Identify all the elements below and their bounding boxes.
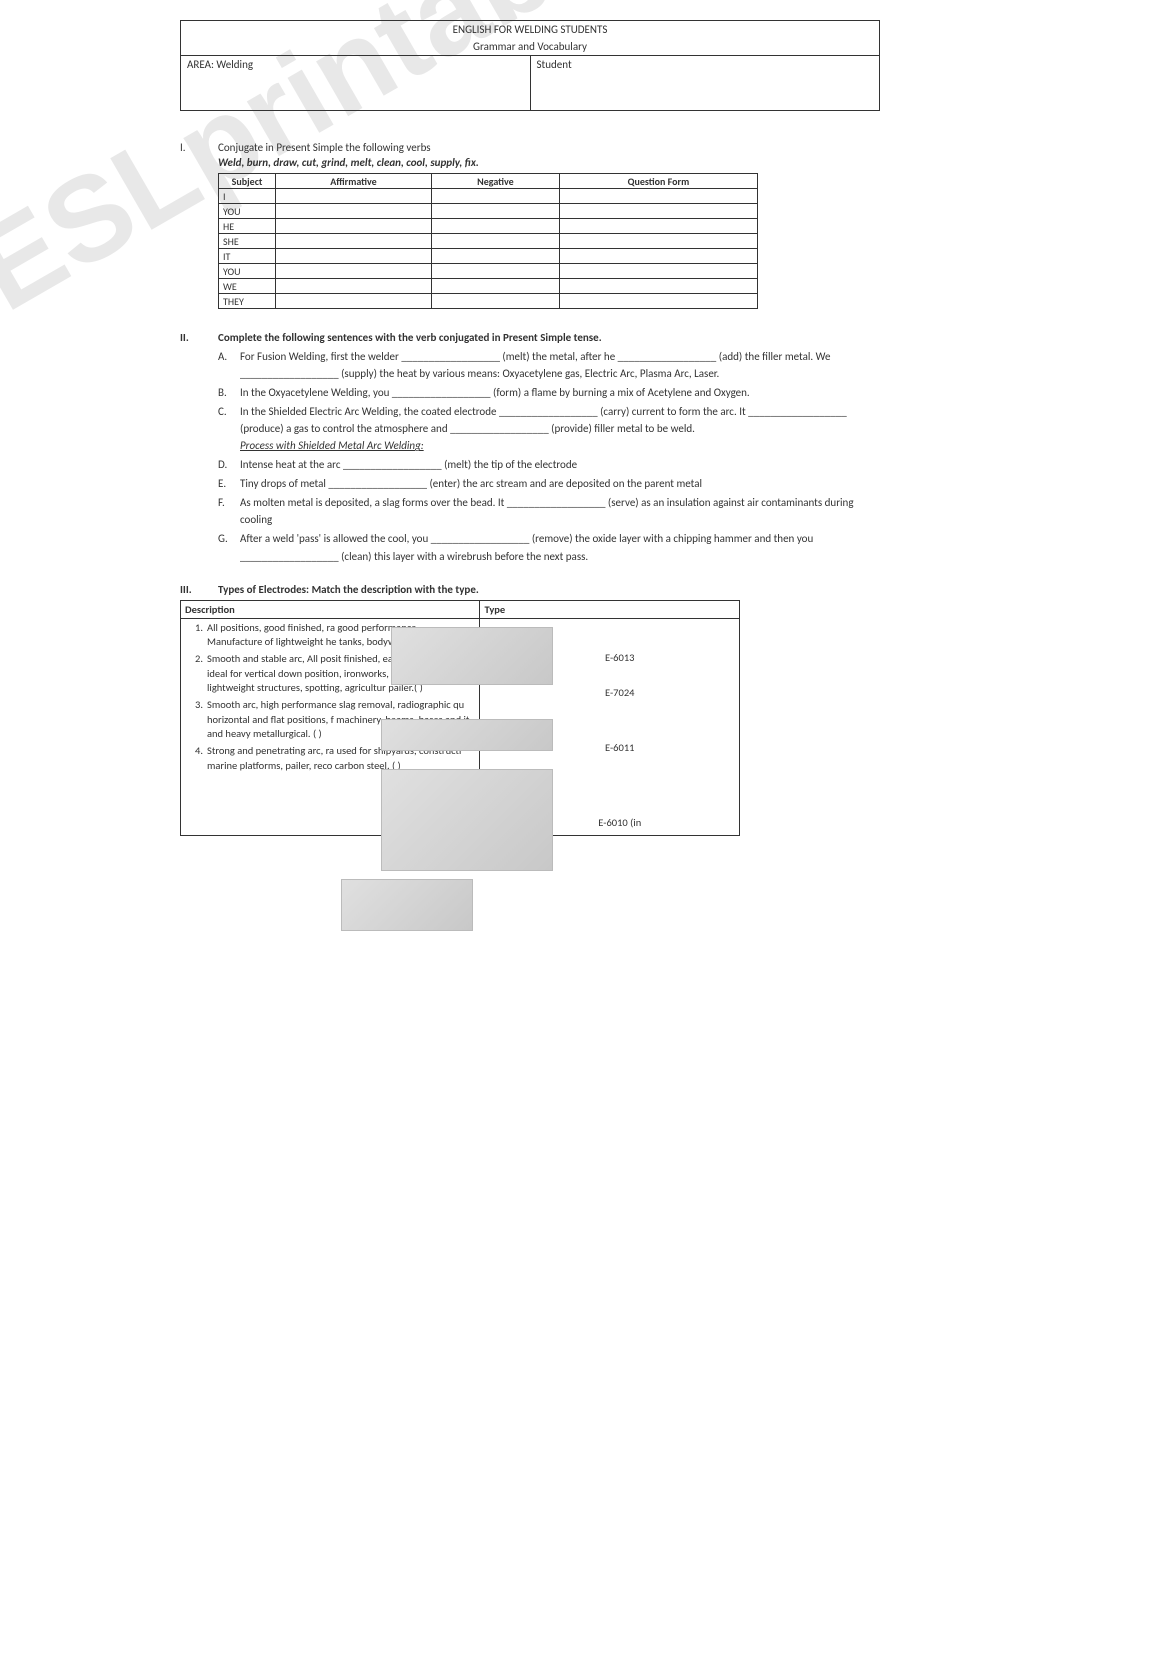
type-b: E-7024 xyxy=(504,686,735,699)
section-3-roman: III. xyxy=(180,583,218,596)
sentence-c: In the Shielded Electric Arc Welding, th… xyxy=(240,403,880,454)
sentence-g: After a weld 'pass' is allowed the cool,… xyxy=(240,530,880,564)
conjugation-table: Subject Affirmative Negative Question Fo… xyxy=(218,173,758,309)
process-subtitle: Process with Shielded Metal Arc Welding: xyxy=(240,439,424,452)
desc-num: 4. xyxy=(185,744,207,773)
item-letter: D. xyxy=(218,456,240,473)
item-letter: C. xyxy=(218,403,240,454)
desc-num: 1. xyxy=(185,621,207,650)
col-negative: Negative xyxy=(431,174,559,189)
item-letter: F. xyxy=(218,494,240,528)
table-row: I xyxy=(219,189,276,204)
sentence-d: Intense heat at the arc ________________… xyxy=(240,456,880,473)
item-letter: E. xyxy=(218,475,240,492)
section-2-instruction: Complete the following sentences with th… xyxy=(218,331,880,344)
sentence-b: In the Oxyacetylene Welding, you _______… xyxy=(240,384,880,401)
table-row: IT xyxy=(219,249,276,264)
electrode-image-4 xyxy=(341,879,473,931)
col-question: Question Form xyxy=(559,174,757,189)
table-row: THEY xyxy=(219,294,276,309)
table-row: YOU xyxy=(219,204,276,219)
electrode-image-3 xyxy=(381,769,553,871)
doc-subtitle: Grammar and Vocabulary xyxy=(181,38,880,56)
col-description: Description xyxy=(181,600,480,618)
section-3-instruction: Types of Electrodes: Match the descripti… xyxy=(218,583,880,596)
verbs-list: Weld, burn, draw, cut, grind, melt, clea… xyxy=(218,156,880,169)
col-type: Type xyxy=(480,600,740,618)
electrode-image-2 xyxy=(381,719,553,751)
page-content: ENGLISH FOR WELDING STUDENTS Grammar and… xyxy=(180,20,880,836)
student-cell: Student xyxy=(530,56,880,111)
section-3: III. Types of Electrodes: Match the desc… xyxy=(180,583,880,596)
desc-num: 3. xyxy=(185,698,207,742)
sentence-a: For Fusion Welding, first the welder ___… xyxy=(240,348,880,382)
desc-num: 2. xyxy=(185,652,207,696)
col-subject: Subject xyxy=(219,174,276,189)
sentence-f: As molten metal is deposited, a slag for… xyxy=(240,494,880,528)
header-table: ENGLISH FOR WELDING STUDENTS Grammar and… xyxy=(180,20,880,111)
table-row: SHE xyxy=(219,234,276,249)
table-row: YOU xyxy=(219,264,276,279)
section-2: II. Complete the following sentences wit… xyxy=(180,331,880,579)
section-2-roman: II. xyxy=(180,331,218,579)
table-row: WE xyxy=(219,279,276,294)
area-cell: AREA: Welding xyxy=(181,56,531,111)
type-letter-b xyxy=(484,686,504,699)
section-1-instruction: Conjugate in Present Simple the followin… xyxy=(218,141,880,154)
item-letter: A. xyxy=(218,348,240,382)
item-letter: G. xyxy=(218,530,240,564)
sentence-e: Tiny drops of metal __________________ (… xyxy=(240,475,880,492)
section-1: I. Conjugate in Present Simple the follo… xyxy=(180,141,880,327)
doc-title: ENGLISH FOR WELDING STUDENTS xyxy=(181,21,880,39)
col-affirmative: Affirmative xyxy=(276,174,432,189)
match-table: Description Type 1.All positions, good f… xyxy=(180,600,740,836)
table-row: HE xyxy=(219,219,276,234)
electrode-image-1 xyxy=(391,627,553,685)
item-letter: B. xyxy=(218,384,240,401)
section-1-roman: I. xyxy=(180,141,218,327)
